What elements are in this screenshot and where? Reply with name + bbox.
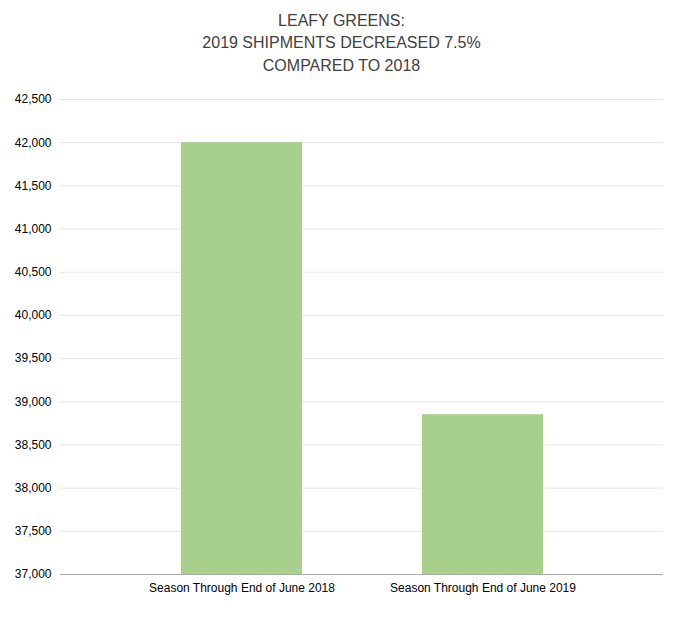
svg-text:37,500: 37,500	[15, 524, 52, 538]
svg-text:40,500: 40,500	[15, 265, 52, 279]
svg-text:Season Through End of June 201: Season Through End of June 2018	[149, 581, 335, 595]
svg-text:41,500: 41,500	[15, 179, 52, 193]
svg-text:Season Through End of June 201: Season Through End of June 2019	[390, 581, 576, 595]
svg-text:39,000: 39,000	[15, 395, 52, 409]
svg-text:42,000: 42,000	[15, 136, 52, 150]
svg-text:38,500: 38,500	[15, 438, 52, 452]
svg-text:38,000: 38,000	[15, 481, 52, 495]
svg-text:42,500: 42,500	[15, 93, 52, 107]
svg-text:40,000: 40,000	[15, 308, 52, 322]
svg-text:37,000: 37,000	[15, 568, 52, 582]
html-text:LEAFY GREENS: 2019 SHIPMENTS D: LEAFY GREENS: 2019 SHIPMENTS DECREASED 7…	[202, 12, 481, 74]
svg-text:41,000: 41,000	[15, 222, 52, 236]
svg-text:39,500: 39,500	[15, 352, 52, 366]
